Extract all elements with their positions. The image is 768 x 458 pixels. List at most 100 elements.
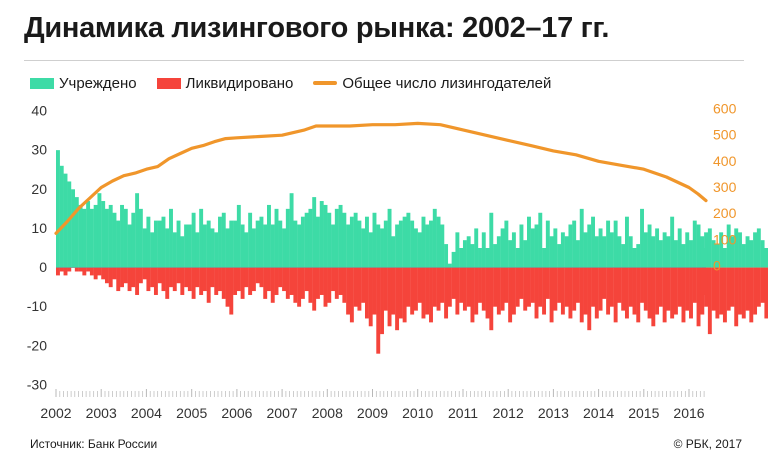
bar-liquidated [387,267,392,327]
bar-liquidated [530,267,535,303]
bar-liquidated [59,267,64,272]
bar-established [651,236,656,268]
bar-established [432,208,437,268]
x-tick-label: 2015 [628,405,659,421]
bar-established [398,220,403,268]
legend-label-established: Учреждено [59,74,137,92]
legend-swatch-liquidated [156,77,181,89]
bar-liquidated [760,267,765,303]
bar-liquidated [199,267,204,295]
bar-liquidated [289,267,294,295]
bar-established [383,220,388,268]
bar-established [338,204,343,268]
bar-liquidated [251,267,256,292]
bar-established [681,244,686,268]
bar-liquidated [481,267,486,311]
bar-established [112,212,117,268]
bar-established [685,232,690,268]
bar-liquidated [127,267,132,292]
bar-liquidated [515,267,520,307]
bar-liquidated [146,267,151,292]
bar-established [538,212,543,268]
bar-liquidated [123,267,128,284]
bar-established [493,244,498,268]
bar-established [82,208,87,268]
bar-liquidated [180,267,185,295]
bar-established [553,228,558,268]
bar-liquidated [557,267,562,303]
bar-established [165,228,170,268]
bar-established [572,220,577,268]
bar-established [764,248,768,268]
bar-liquidated [534,267,539,319]
bar-liquidated [500,267,505,311]
bar-liquidated [542,267,547,315]
bar-liquidated [191,267,196,299]
bar-liquidated [466,267,471,307]
bar-established [233,220,238,268]
bar-liquidated [195,267,200,288]
legend-item-liquidated: Ликвидировано [156,75,293,92]
bar-established [93,204,98,268]
bar-established [116,220,121,268]
bar-established [395,224,400,268]
x-tick-label: 2008 [312,405,343,421]
bar-liquidated [545,267,550,299]
bar-liquidated [368,267,373,327]
bar-established [621,244,626,268]
y-tick-right: 400 [713,153,737,169]
x-tick-label: 2002 [40,405,71,421]
bar-liquidated [274,267,279,295]
bar-established [455,232,460,268]
x-tick-label: 2016 [673,405,704,421]
bar-established [576,240,580,268]
bar-established [658,240,663,268]
bar-liquidated [161,267,166,292]
x-tick-label: 2011 [448,405,478,421]
bar-established [191,212,196,268]
y-tick-right: 600 [713,101,737,117]
bar-established [560,232,565,268]
bar-liquidated [549,267,554,323]
bar-established [406,212,411,268]
bar-liquidated [376,267,381,354]
bar-liquidated [78,267,83,272]
bar-established [67,181,72,268]
bar-established [643,232,648,268]
bar-liquidated [576,267,580,303]
legend: Учреждено Ликвидировано Общее число лизи… [30,73,571,93]
bar-liquidated [591,267,595,307]
bar-liquidated [749,267,754,323]
bar-established [372,212,377,268]
bar-liquidated [391,267,396,315]
bar-liquidated [496,267,501,315]
bar-liquidated [214,267,219,295]
bar-liquidated [704,267,709,307]
bar-liquidated [229,267,234,315]
bar-established [199,208,204,268]
bar-established [364,216,369,268]
bar-established [523,240,528,268]
x-tick-label: 2009 [357,405,388,421]
bar-liquidated [56,267,60,276]
bar-liquidated [662,267,667,323]
bar-liquidated [104,267,109,284]
bar-established [108,204,113,268]
bar-established [131,212,136,268]
bar-liquidated [112,267,117,280]
bar-liquidated [334,267,339,299]
bar-liquidated [568,267,573,319]
bar-liquidated [402,267,407,323]
bar-established [413,228,418,268]
bar-liquidated [651,267,656,327]
bar-liquidated [692,267,697,303]
bar-established [285,208,290,268]
chart-title: Динамика лизингового рынка: 2002–17 гг. [24,12,610,44]
bar-liquidated [380,267,384,335]
bar-established [402,216,407,268]
y-tick-left: 20 [31,181,47,197]
bar-liquidated [74,267,79,272]
bar-established [300,216,305,268]
bar-liquidated [421,267,426,319]
bar-established [146,216,151,268]
